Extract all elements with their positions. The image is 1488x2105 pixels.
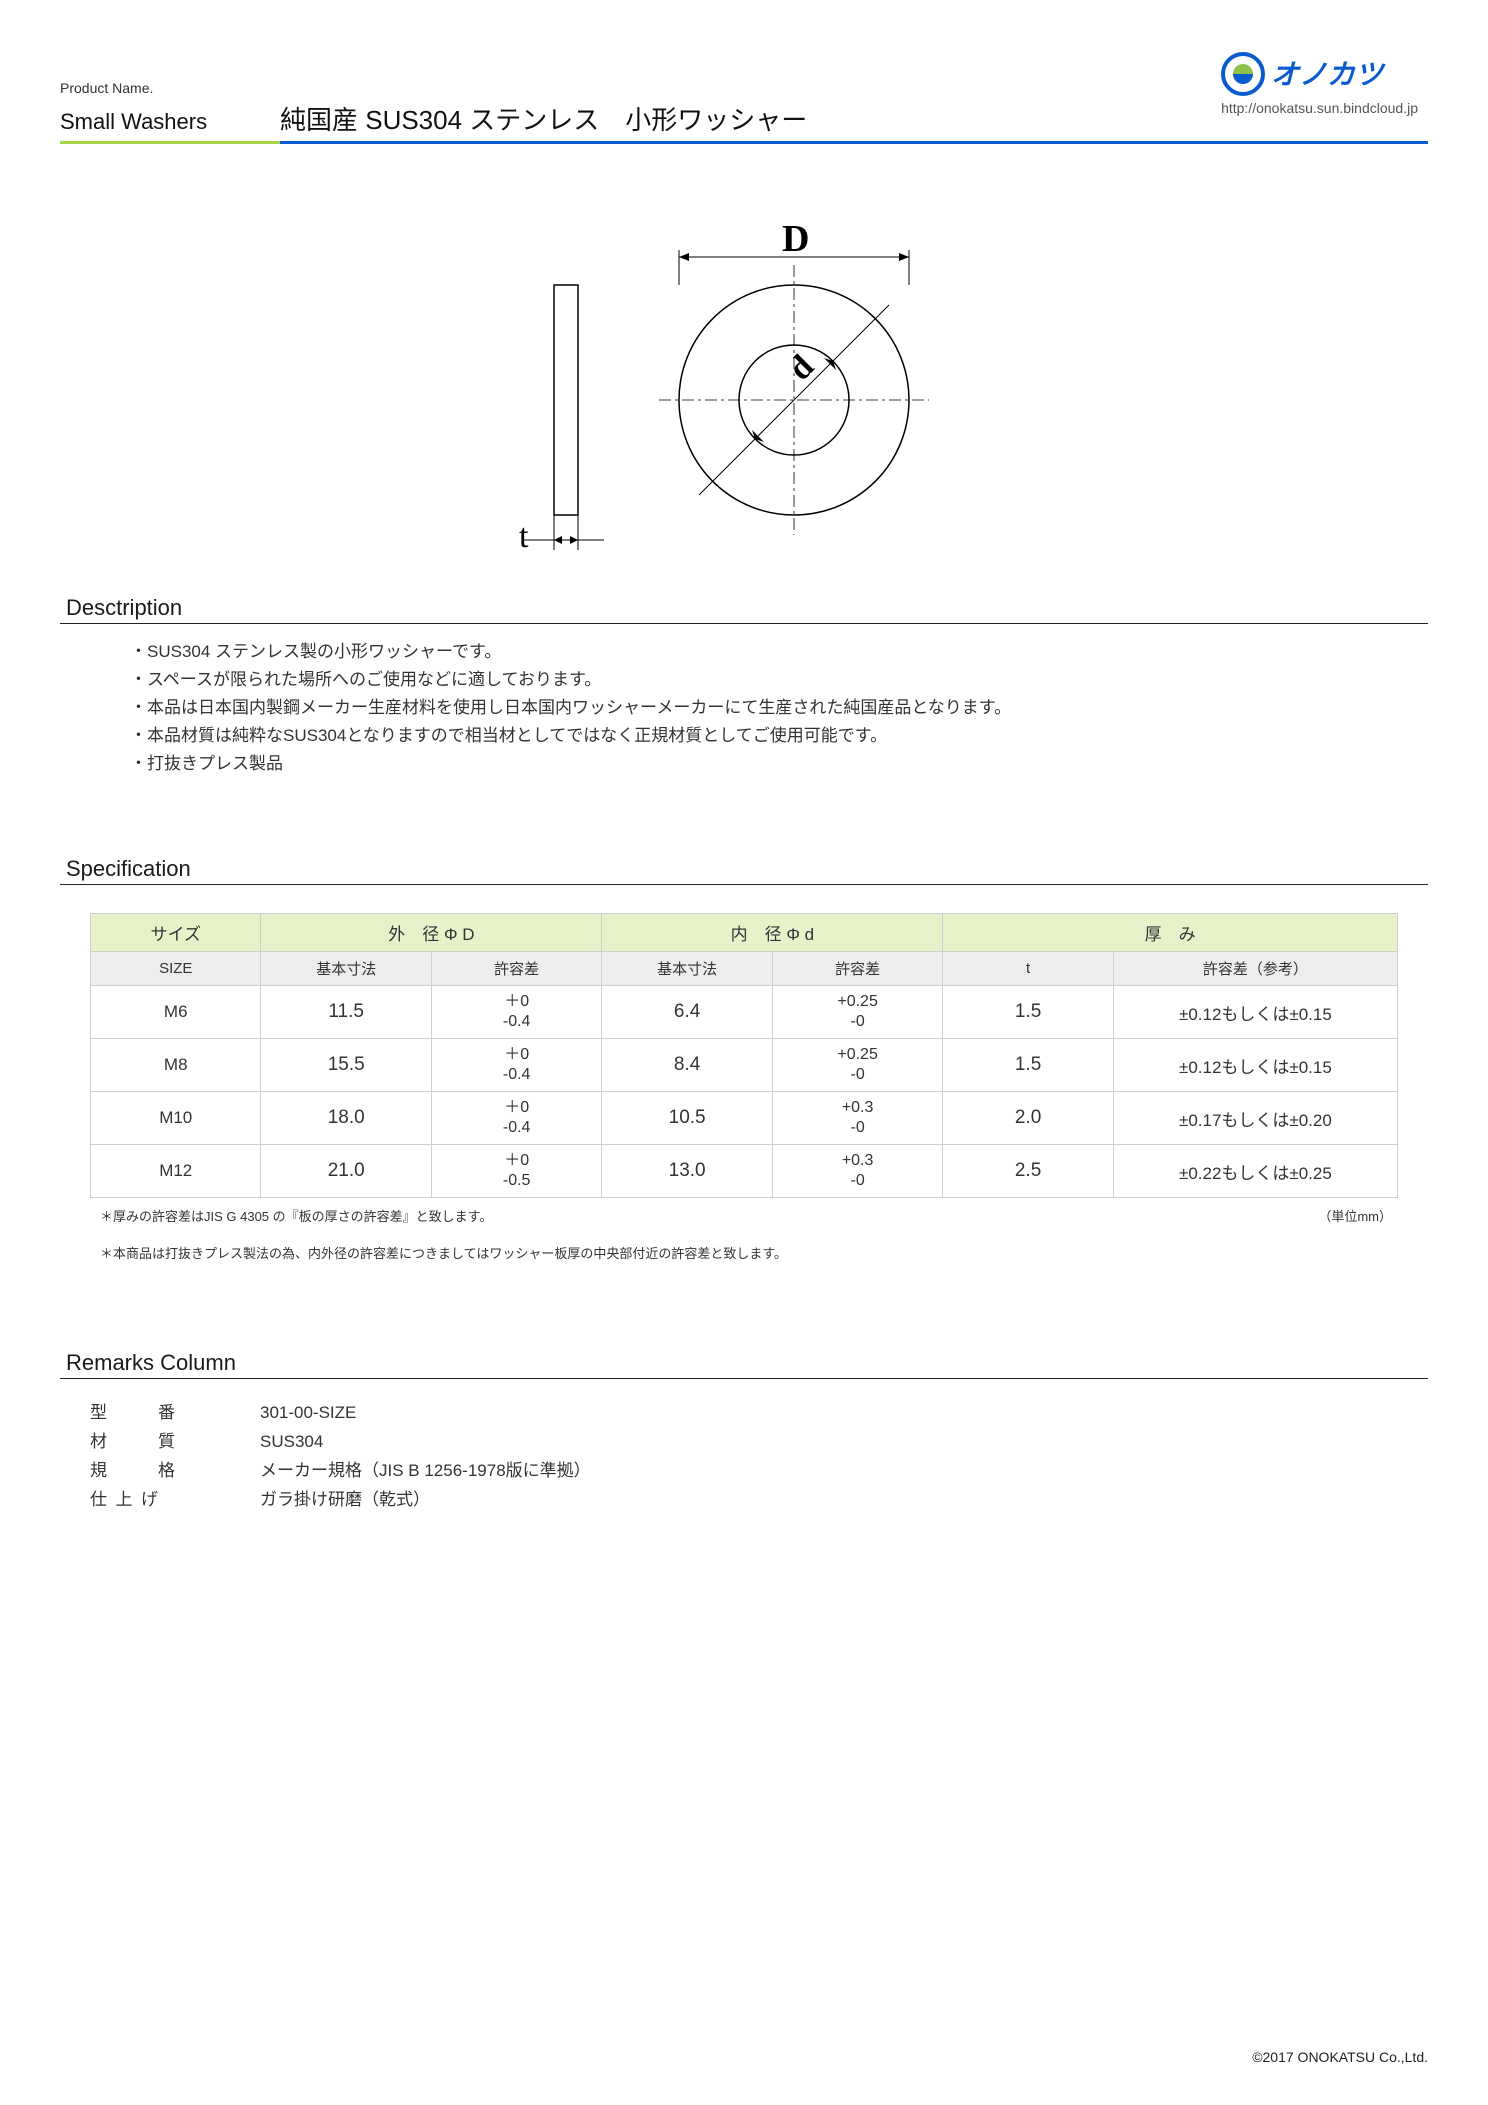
spec-note2: ＊本商品は打抜きプレス製法の為、内外径の許容差につきましてはワッシャー板厚の中央… (90, 1225, 1398, 1262)
th-d-basic: 基本寸法 (602, 952, 772, 986)
cell-size: M6 (91, 986, 261, 1039)
table-row: M1221.0＋0-0.513.0+0.3-02.5±0.22もしくは±0.25 (91, 1145, 1398, 1198)
th-size2: SIZE (91, 952, 261, 986)
section-title-specification: Specification (60, 856, 1428, 885)
desc-item: SUS304 ステンレス製の小形ワッシャーです。 (130, 638, 1428, 666)
cell-D: 21.0 (261, 1145, 431, 1198)
desc-item: 本品材質は純粋なSUS304となりますので相当材としてではなく正規材質としてご使… (130, 722, 1428, 750)
cell-D-tol: ＋0-0.4 (431, 1039, 601, 1092)
remarks-row: 型 番 301-00-SIZE (90, 1399, 1428, 1428)
product-name-en: Small Washers (60, 109, 280, 139)
company-logo: オノカツ http://onokatsu.sun.bindcloud.jp (1221, 50, 1418, 116)
cell-t-tol: ±0.12もしくは±0.15 (1113, 986, 1397, 1039)
cell-t-tol: ±0.22もしくは±0.25 (1113, 1145, 1397, 1198)
table-row: M815.5＋0-0.48.4+0.25-01.5±0.12もしくは±0.15 (91, 1039, 1398, 1092)
rk-value: ガラ掛け研磨（乾式） (260, 1486, 430, 1515)
cell-d-tol: +0.3-0 (772, 1092, 942, 1145)
cell-size: M10 (91, 1092, 261, 1145)
cell-D-tol: ＋0-0.4 (431, 1092, 601, 1145)
cell-d: 6.4 (602, 986, 772, 1039)
title-underline (60, 141, 1428, 144)
washer-diagram: t d D (60, 225, 1428, 565)
th-innerd: 内 径 Φ d (602, 914, 943, 952)
table-row: M1018.0＋0-0.410.5+0.3-02.0±0.17もしくは±0.20 (91, 1092, 1398, 1145)
remarks-row: 規 格 メーカー規格（JIS B 1256-1978版に準拠） (90, 1457, 1428, 1486)
remarks-row: 材 質 SUS304 (90, 1428, 1428, 1457)
cell-t: 1.5 (943, 986, 1113, 1039)
logo-url[interactable]: http://onokatsu.sun.bindcloud.jp (1221, 100, 1418, 116)
desc-item: 本品は日本国内製鋼メーカー生産材料を使用し日本国内ワッシャーメーカーにて生産され… (130, 694, 1428, 722)
remarks-block: 型 番 301-00-SIZE 材 質 SUS304 規 格 メーカー規格（JI… (60, 1393, 1428, 1515)
cell-t: 2.5 (943, 1145, 1113, 1198)
th-outerD: 外 径 Φ D (261, 914, 602, 952)
spec-note1: ＊厚みの許容差はJIS G 4305 の『板の厚さの許容差』と致します。 (100, 1206, 492, 1225)
dim-label-t: t (519, 518, 529, 555)
footer-copyright: ©2017 ONOKATSU Co.,Ltd. (1252, 2049, 1428, 2065)
cell-t: 2.0 (943, 1092, 1113, 1145)
th-D-tol: 許容差 (431, 952, 601, 986)
rk-label: 仕上げ (90, 1486, 260, 1515)
cell-D: 15.5 (261, 1039, 431, 1092)
cell-D-tol: ＋0-0.5 (431, 1145, 601, 1198)
cell-d-tol: +0.25-0 (772, 986, 942, 1039)
section-title-remarks: Remarks Column (60, 1350, 1428, 1379)
logo-text: オノカツ (1271, 59, 1386, 90)
th-t-tol: 許容差（参考） (1113, 952, 1397, 986)
logo-icon: オノカツ (1221, 50, 1411, 98)
dim-label-d: d (781, 348, 821, 388)
description-list: SUS304 ステンレス製の小形ワッシャーです。 スペースが限られた場所へのご使… (60, 638, 1428, 778)
cell-size: M12 (91, 1145, 261, 1198)
rk-value: メーカー規格（JIS B 1256-1978版に準拠） (260, 1457, 591, 1486)
cell-t: 1.5 (943, 1039, 1113, 1092)
cell-D: 11.5 (261, 986, 431, 1039)
cell-D-tol: ＋0-0.4 (431, 986, 601, 1039)
cell-D: 18.0 (261, 1092, 431, 1145)
desc-item: 打抜きプレス製品 (130, 750, 1428, 778)
cell-d-tol: +0.25-0 (772, 1039, 942, 1092)
cell-d: 8.4 (602, 1039, 772, 1092)
th-thickness: 厚 み (943, 914, 1398, 952)
rk-label: 型 番 (90, 1399, 260, 1428)
dim-label-D: D (782, 225, 809, 260)
rk-value: 301-00-SIZE (260, 1399, 356, 1428)
specification-table: サイズ 外 径 Φ D 内 径 Φ d 厚 み SIZE 基本寸法 許容差 基本… (90, 913, 1398, 1198)
cell-d: 13.0 (602, 1145, 772, 1198)
cell-d-tol: +0.3-0 (772, 1145, 942, 1198)
th-D-basic: 基本寸法 (261, 952, 431, 986)
cell-t-tol: ±0.17もしくは±0.20 (1113, 1092, 1397, 1145)
spec-unit: （単位mm） (1318, 1206, 1392, 1225)
header: オノカツ http://onokatsu.sun.bindcloud.jp Pr… (60, 80, 1428, 190)
th-size: サイズ (91, 914, 261, 952)
desc-item: スペースが限られた場所へのご使用などに適しております。 (130, 666, 1428, 694)
rk-label: 材 質 (90, 1428, 260, 1457)
table-row: M611.5＋0-0.46.4+0.25-01.5±0.12もしくは±0.15 (91, 986, 1398, 1039)
cell-size: M8 (91, 1039, 261, 1092)
rk-label: 規 格 (90, 1457, 260, 1486)
th-d-tol: 許容差 (772, 952, 942, 986)
section-title-description: Desctription (60, 595, 1428, 624)
cell-d: 10.5 (602, 1092, 772, 1145)
remarks-row: 仕上げ ガラ掛け研磨（乾式） (90, 1486, 1428, 1515)
product-name-jp: 純国産 SUS304 ステンレス 小形ワッシャー (280, 100, 807, 139)
cell-t-tol: ±0.12もしくは±0.15 (1113, 1039, 1397, 1092)
rk-value: SUS304 (260, 1428, 323, 1457)
th-t: t (943, 952, 1113, 986)
